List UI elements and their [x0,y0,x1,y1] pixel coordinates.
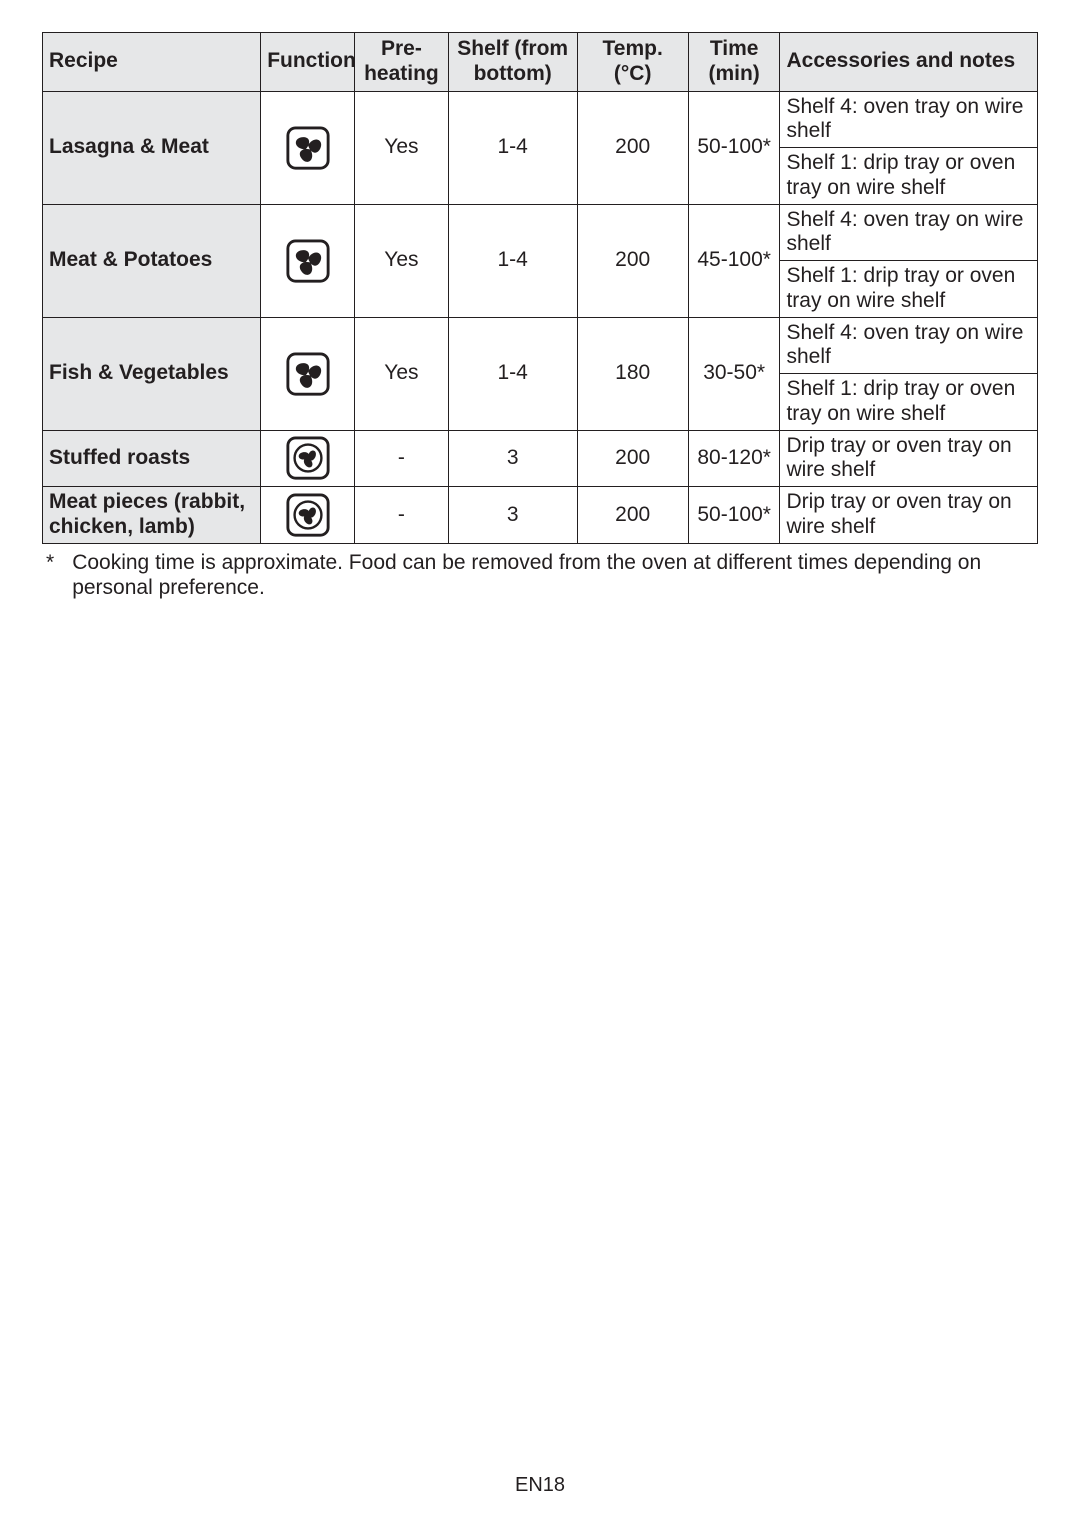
table-row: Meat pieces (rabbit, chicken, lamb) -3200… [43,487,1038,544]
preheating-cell: Yes [355,91,449,204]
notes-cell: Shelf 1: drip tray or oven tray on wire … [780,148,1038,205]
table-row: Stuffed roasts -320080-120*Drip tray or o… [43,430,1038,487]
temp-cell: 200 [577,204,688,317]
shelf-cell: 1-4 [448,91,577,204]
recipe-cell: Meat & Potatoes [43,204,261,317]
turbo-grill-icon [261,492,354,538]
time-cell: 45-100* [688,204,780,317]
table-row: Lasagna & MeatYes1-420050-100*Shelf 4: o… [43,91,1038,148]
cooking-table: RecipeFunctionPre-heatingShelf (from bot… [42,32,1038,544]
time-cell: 50-100* [688,91,780,204]
preheating-cell: - [355,430,449,487]
col-header: Pre-heating [355,33,449,92]
function-cell [261,204,355,317]
temp-cell: 200 [577,487,688,544]
recipe-cell: Fish & Vegetables [43,317,261,430]
forced-air-icon [261,125,354,171]
table-row: Meat & PotatoesYes1-420045-100*Shelf 4: … [43,204,1038,261]
shelf-cell: 1-4 [448,317,577,430]
temp-cell: 180 [577,317,688,430]
col-header: Time (min) [688,33,780,92]
temp-cell: 200 [577,430,688,487]
forced-air-icon [261,238,354,284]
col-header: Recipe [43,33,261,92]
forced-air-icon [261,351,354,397]
shelf-cell: 3 [448,430,577,487]
col-header: Temp. (°C) [577,33,688,92]
col-header: Shelf (from bottom) [448,33,577,92]
notes-cell: Shelf 1: drip tray or oven tray on wire … [780,261,1038,318]
footnote: * Cooking time is approximate. Food can … [42,550,1038,601]
temp-cell: 200 [577,91,688,204]
function-cell [261,487,355,544]
table-row: Fish & VegetablesYes1-418030-50*Shelf 4:… [43,317,1038,374]
notes-cell: Drip tray or oven tray on wire shelf [780,487,1038,544]
turbo-grill-icon [261,435,354,481]
notes-cell: Shelf 4: oven tray on wire shelf [780,204,1038,261]
notes-cell: Shelf 4: oven tray on wire shelf [780,317,1038,374]
preheating-cell: Yes [355,204,449,317]
page-number: EN18 [0,1474,1080,1497]
time-cell: 80-120* [688,430,780,487]
notes-cell: Shelf 4: oven tray on wire shelf [780,91,1038,148]
col-header: Accessories and notes [780,33,1038,92]
footnote-text: Cooking time is approximate. Food can be… [72,550,1038,601]
function-cell [261,91,355,204]
shelf-cell: 3 [448,487,577,544]
preheating-cell: - [355,487,449,544]
notes-cell: Shelf 1: drip tray or oven tray on wire … [780,374,1038,431]
recipe-cell: Meat pieces (rabbit, chicken, lamb) [43,487,261,544]
recipe-cell: Lasagna & Meat [43,91,261,204]
time-cell: 30-50* [688,317,780,430]
function-cell [261,430,355,487]
recipe-cell: Stuffed roasts [43,430,261,487]
time-cell: 50-100* [688,487,780,544]
shelf-cell: 1-4 [448,204,577,317]
table-header-row: RecipeFunctionPre-heatingShelf (from bot… [43,33,1038,92]
notes-cell: Drip tray or oven tray on wire shelf [780,430,1038,487]
footnote-marker: * [46,550,54,601]
preheating-cell: Yes [355,317,449,430]
function-cell [261,317,355,430]
col-header: Function [261,33,355,92]
